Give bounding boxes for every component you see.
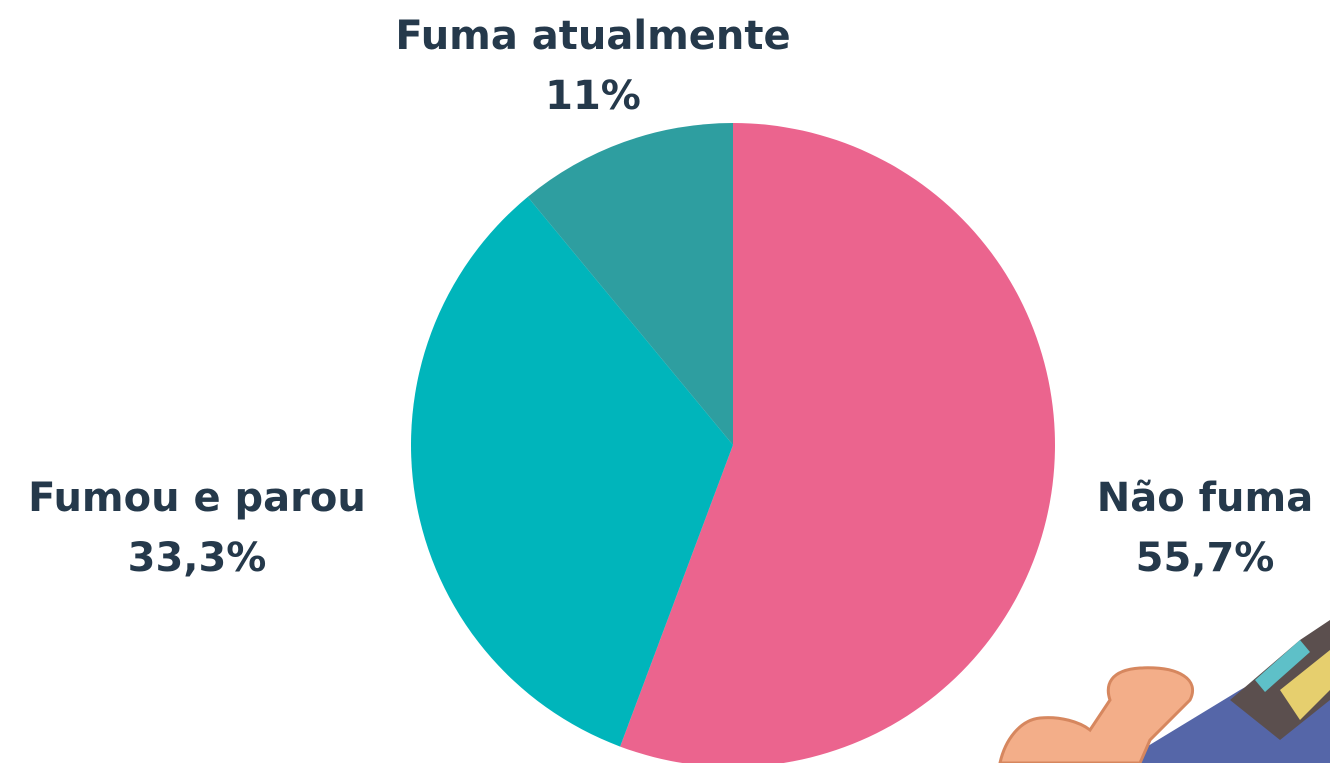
- pie-slice: [410, 196, 733, 747]
- value-label: 55,7%: [1136, 535, 1275, 581]
- category-label: Não fuma: [1097, 475, 1313, 521]
- value-label: 33,3%: [128, 535, 267, 581]
- pie-slice: [527, 123, 733, 445]
- hand-illustration: [998, 620, 1330, 763]
- value-label: 11%: [545, 73, 641, 119]
- labels: Não fuma 55,7% Fumou e parou 33,3% Fuma atua…: [28, 13, 1313, 581]
- category-label: Fuma atualmente: [395, 13, 790, 59]
- category-label: Fumou e parou: [28, 475, 366, 521]
- pie-slice: [620, 123, 1055, 763]
- slices: [410, 123, 1055, 763]
